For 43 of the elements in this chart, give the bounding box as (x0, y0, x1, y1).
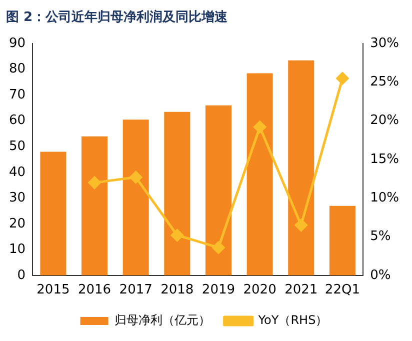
y2-tick-label: 10% (370, 190, 400, 206)
chart-title: 图 2：公司近年归母净利润及同比增速 (6, 9, 229, 26)
legend-label: 归母净利（亿元） (114, 313, 210, 328)
point (170, 228, 184, 242)
x-tick-label: 2016 (78, 282, 112, 298)
y2-tick-label: 5% (370, 229, 391, 244)
y2-tick-label: 30% (370, 36, 400, 51)
bar (246, 73, 273, 276)
bar (288, 60, 314, 276)
legend-label: YoY（RHS） (257, 313, 328, 328)
x-tick-label: 2020 (243, 282, 276, 298)
y-tick-label: 30 (8, 190, 26, 206)
bar (40, 152, 66, 276)
point (254, 120, 266, 134)
y-tick-label: 50 (8, 138, 26, 154)
y-tick-label: 60 (8, 113, 26, 128)
x-tick-label: 2015 (36, 282, 70, 298)
y-tick-label: 20 (8, 216, 26, 232)
point (336, 72, 349, 85)
x-tick-label: 2021 (284, 282, 318, 298)
point (88, 176, 101, 189)
x-tick-label: 2018 (160, 282, 194, 298)
y-tick-label: 10 (8, 242, 26, 258)
y-tick-label: 70 (8, 87, 26, 102)
bar (122, 120, 149, 276)
bar (164, 112, 190, 276)
point (294, 218, 308, 232)
point (212, 241, 225, 254)
point (130, 171, 142, 184)
x-tick-label: 2019 (202, 282, 236, 298)
bar (82, 136, 108, 276)
x-tick-label: 2017 (119, 282, 152, 298)
y-tick-label: 90 (8, 36, 26, 51)
bar (329, 206, 356, 276)
y-tick-label: 80 (8, 62, 26, 77)
x-tick-label: 22Q1 (324, 282, 360, 298)
y2-tick-label: 15% (370, 152, 400, 167)
y2-tick-label: 0% (370, 268, 391, 283)
y-tick-label: 0 (17, 268, 26, 283)
y-tick-label: 40 (8, 164, 26, 180)
y2-tick-label: 25% (370, 74, 400, 90)
bar (205, 105, 232, 276)
y2-tick-label: 20% (370, 113, 400, 128)
